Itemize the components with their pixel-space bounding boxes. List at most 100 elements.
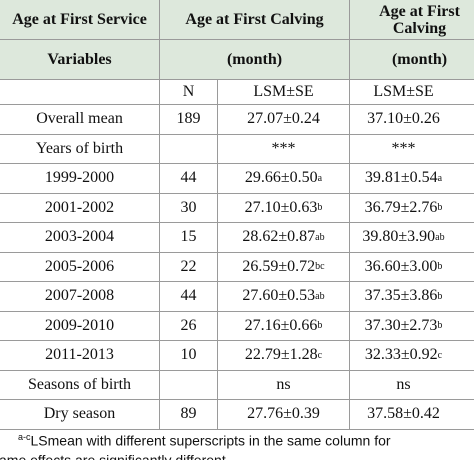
table-cell: 32.33±0.92 c <box>350 341 474 371</box>
table-cell: 37.10±0.26 <box>350 105 474 135</box>
table-cell: Overall mean <box>0 105 160 135</box>
header-text: (month) <box>391 50 448 68</box>
table-cell: 27.16±0.66 b <box>218 311 350 341</box>
table-cell: 2009-2010 <box>0 311 160 341</box>
superscript: b <box>317 202 323 214</box>
lsm-value: 22.79±1.28 <box>244 346 318 364</box>
table-cell: 2001-2002 <box>0 193 160 223</box>
row-label: Years of birth <box>35 139 124 157</box>
lsm-value: 27.16±0.66 <box>244 316 318 334</box>
table-cell: 22.79±1.28 c <box>218 341 350 371</box>
table-cell: 2011-2013 <box>0 341 160 371</box>
table-cell: *** <box>218 134 350 164</box>
superscript: b <box>437 202 443 214</box>
superscript: ab <box>315 231 325 243</box>
row-label: Dry season <box>43 405 116 423</box>
footnote-sup: a-c <box>18 432 31 442</box>
table-cell: 89 <box>160 400 218 430</box>
lsm-value: 39.81±0.54 <box>364 169 438 187</box>
table-cell: 22 <box>160 252 218 282</box>
header-text: (month) <box>226 50 283 68</box>
lsm-value: 27.10±0.63 <box>244 198 318 216</box>
header-cell <box>0 80 160 105</box>
lsm-value: 37.10±0.26 <box>367 110 440 128</box>
superscript: a <box>317 172 323 184</box>
row-label: 2001-2002 <box>44 198 115 216</box>
superscript: b <box>437 261 443 273</box>
header-text: Variables <box>47 50 112 68</box>
table-cell <box>160 134 218 164</box>
lsm-value: 37.30±2.73 <box>364 316 438 334</box>
n-value: 44 <box>180 169 197 187</box>
lsm-value: 39.80±3.90 <box>362 228 436 246</box>
superscript: ab <box>315 290 325 302</box>
superscript: b <box>437 290 443 302</box>
table-cell: 2007-2008 <box>0 282 160 312</box>
table-cell: 189 <box>160 105 218 135</box>
table-cell <box>160 370 218 400</box>
lsm-value: 26.59±0.72 <box>242 257 316 275</box>
lsm-value: 36.79±2.76 <box>364 198 438 216</box>
n-value: 44 <box>180 287 197 305</box>
table-cell: 39.80±3.90 ab <box>350 223 474 253</box>
header-cell: LSM±SE <box>350 80 474 105</box>
table-cell: 27.10±0.63 b <box>218 193 350 223</box>
n-value: 10 <box>180 346 197 364</box>
lsm-value: 28.62±0.87 <box>242 228 316 246</box>
header-text: N <box>182 83 195 100</box>
header-text: LSM±SE <box>253 83 314 100</box>
table-cell: 1999-2000 <box>0 164 160 194</box>
table-cell: 30 <box>160 193 218 223</box>
n-value: 30 <box>180 198 197 216</box>
row-label: 2009-2010 <box>44 316 115 334</box>
superscript: b <box>317 320 323 332</box>
n-value: 189 <box>176 110 201 128</box>
lsm-value: 27.07±0.24 <box>247 110 320 128</box>
header-cell: Age at First Calving <box>160 0 350 40</box>
header-cell: Age at First Calving <box>350 0 474 40</box>
n-value: 26 <box>180 316 197 334</box>
lsm-value: 37.35±3.86 <box>364 287 438 305</box>
table-cell: 36.60±3.00 b <box>350 253 474 282</box>
lsm-value: ns <box>396 375 411 393</box>
lsm-value: ns <box>276 375 291 393</box>
header-text: LSM±SE <box>373 83 434 100</box>
header-cell: Variables <box>0 40 160 80</box>
table-cell: Dry season <box>0 400 160 430</box>
header-cell: (month) <box>350 40 474 80</box>
lsm-value: *** <box>271 139 296 157</box>
table-cell: 44 <box>160 282 218 312</box>
header-cell: (month) <box>160 40 350 80</box>
table-cell: 27.76±0.39 <box>218 400 350 430</box>
table-cell: 27.07±0.24 <box>218 105 350 135</box>
superscript: c <box>317 349 323 361</box>
n-value: 15 <box>180 228 197 246</box>
header-cell: N <box>160 80 218 105</box>
table-cell: 26.59±0.72 bc <box>218 252 350 282</box>
superscript: a <box>437 172 443 184</box>
footnote-text: LSmean with different superscripts in th… <box>30 432 391 449</box>
table-cell: 2005-2006 <box>0 252 160 282</box>
header-cell: LSM±SE <box>218 80 350 105</box>
lsm-value: *** <box>391 139 416 157</box>
row-label: 2003-2004 <box>44 228 115 246</box>
row-label: Seasons of birth <box>27 375 132 393</box>
lsm-value: 37.58±0.42 <box>367 405 440 423</box>
lsm-value: 27.76±0.39 <box>247 405 320 423</box>
table-cell: 37.30±2.73 b <box>350 312 474 341</box>
table-cell: 39.81±0.54 a <box>350 164 474 194</box>
n-value: 22 <box>180 257 197 275</box>
superscript: ab <box>435 231 445 243</box>
table-cell: 10 <box>160 341 218 371</box>
header-cell: Age at First Service <box>0 0 160 40</box>
table-cell: 29.66±0.50 a <box>218 164 350 194</box>
row-label: 2005-2006 <box>44 257 115 275</box>
header-text: Age at First Calving <box>185 10 324 28</box>
lsm-value: 27.60±0.53 <box>242 287 316 305</box>
table-cell: 2003-2004 <box>0 223 160 253</box>
row-label: Overall mean <box>36 110 123 128</box>
table-cell: 27.60±0.53 ab <box>218 282 350 312</box>
table-cell: 28.62±0.87 ab <box>218 223 350 253</box>
row-label: 2007-2008 <box>44 287 115 305</box>
